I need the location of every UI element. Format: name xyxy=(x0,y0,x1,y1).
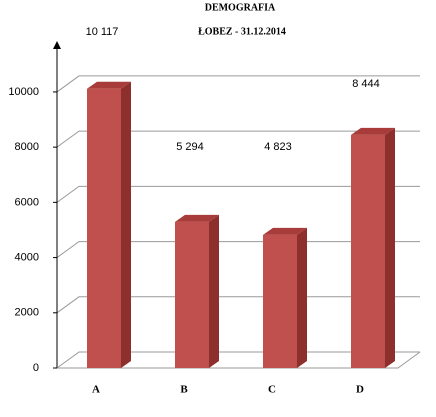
bar xyxy=(263,234,297,368)
y-tick-label: 10000 xyxy=(8,86,39,98)
x-tick-label: C xyxy=(268,384,276,396)
value-label: 5 294 xyxy=(176,141,204,153)
bar xyxy=(351,134,385,368)
chart-subtitle: ŁOBEZ - 31.12.2014 xyxy=(198,26,286,37)
y-tick-label: 4000 xyxy=(15,251,39,263)
y-tick-label: 8000 xyxy=(15,141,39,153)
bar-side xyxy=(121,81,131,368)
bar-top xyxy=(87,81,131,89)
y-tick-label: 2000 xyxy=(15,307,39,319)
value-label: 4 823 xyxy=(264,141,292,153)
floor-edge xyxy=(57,351,421,369)
value-label: 10 117 xyxy=(86,26,119,38)
bar-top xyxy=(351,127,395,135)
grid-line xyxy=(56,75,420,93)
bar xyxy=(87,88,121,368)
grid-line xyxy=(56,130,420,148)
bar-side xyxy=(297,227,307,368)
bar-top xyxy=(175,214,219,222)
bar-side xyxy=(385,127,395,368)
x-tick-label: A xyxy=(92,384,100,396)
bar-side xyxy=(209,214,219,368)
bar xyxy=(175,221,209,368)
bar-top xyxy=(263,227,307,235)
x-tick-label: B xyxy=(180,384,188,396)
x-tick-label: D xyxy=(356,384,364,396)
chart-title: DEMOGRAFIA xyxy=(205,2,276,13)
grid-line xyxy=(56,185,420,203)
y-tick-label: 0 xyxy=(33,362,39,374)
y-tick-label: 6000 xyxy=(15,196,39,208)
value-label: 8 444 xyxy=(352,78,380,90)
